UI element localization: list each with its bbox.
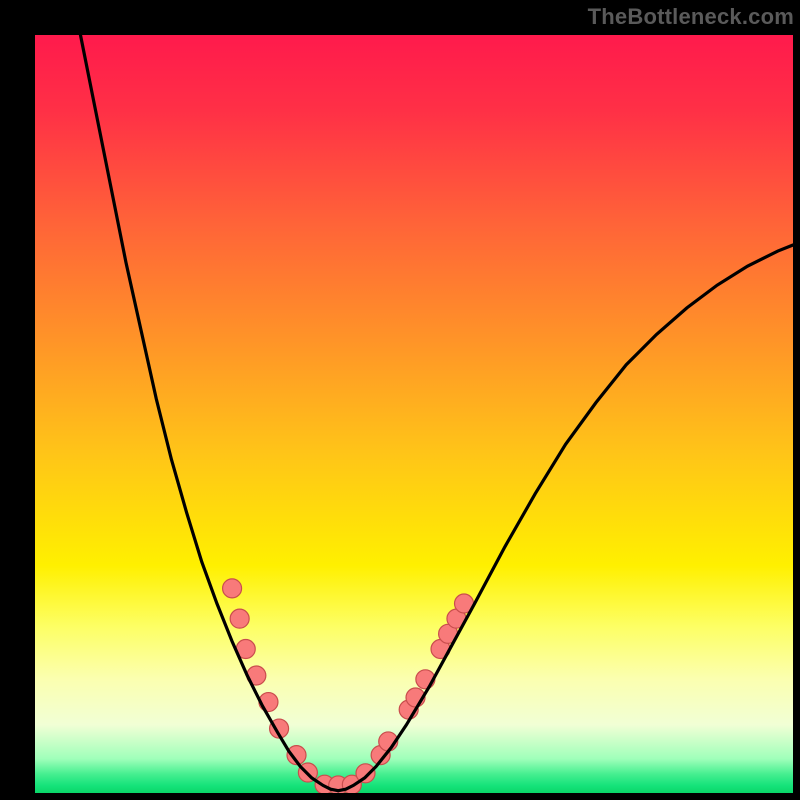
curve-left-arm bbox=[80, 35, 338, 791]
image-frame: TheBottleneck.com bbox=[0, 0, 800, 800]
plot-area bbox=[35, 35, 793, 793]
curve-dot bbox=[223, 579, 242, 598]
bottleneck-curve bbox=[35, 35, 793, 793]
watermark-text: TheBottleneck.com bbox=[588, 4, 794, 30]
curve-dot bbox=[230, 609, 249, 628]
curve-dots bbox=[223, 579, 474, 793]
